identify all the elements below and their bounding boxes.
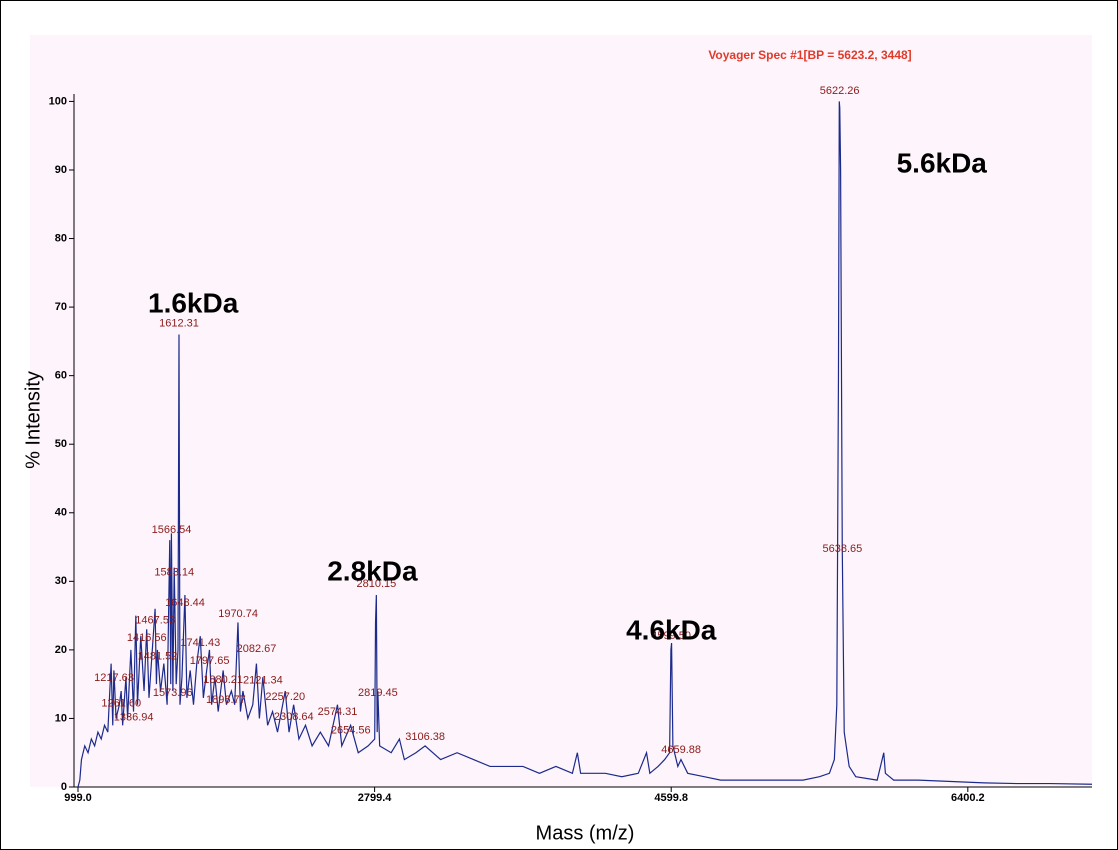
peak-label: 1896.77 bbox=[206, 694, 246, 706]
peak-label: 1416.56 bbox=[127, 632, 167, 644]
y-tick-label: 70 bbox=[55, 301, 67, 313]
y-tick-label: 100 bbox=[49, 95, 67, 107]
y-tick-label: 40 bbox=[55, 507, 67, 519]
peak-label: 2257.20 bbox=[265, 691, 305, 703]
y-axis-label: % Intensity bbox=[22, 371, 44, 469]
y-tick-label: 30 bbox=[55, 575, 67, 587]
annotation: 4.6kDa bbox=[626, 614, 717, 645]
x-tick-label: 2799.4 bbox=[358, 792, 393, 804]
peak-label: 4599.50 bbox=[651, 630, 691, 642]
y-tick-label: 0 bbox=[61, 781, 67, 793]
peak-label: 2819.45 bbox=[358, 687, 398, 699]
peak-label: 1573.96 bbox=[153, 687, 193, 699]
peak-label: 2082.67 bbox=[237, 643, 277, 655]
peak-label: 1481.52 bbox=[138, 651, 178, 663]
peak-label: 5622.26 bbox=[820, 85, 860, 97]
x-tick-label: 999.0 bbox=[64, 792, 92, 804]
peak-label: 2574.31 bbox=[318, 706, 358, 718]
peak-label: 1467.53 bbox=[135, 614, 175, 626]
peak-label: 1583.14 bbox=[154, 566, 194, 578]
peak-label: 5638.65 bbox=[822, 543, 862, 555]
y-tick-label: 60 bbox=[55, 370, 67, 382]
peak-label: 1880.21 bbox=[203, 674, 243, 686]
x-tick-label: 6400.2 bbox=[951, 792, 985, 804]
y-tick-label: 80 bbox=[55, 232, 67, 244]
peak-label: 2654.56 bbox=[331, 725, 371, 737]
y-tick-label: 50 bbox=[55, 438, 67, 450]
x-axis-label: Mass (m/z) bbox=[536, 822, 635, 844]
plot-area bbox=[30, 35, 1092, 787]
peak-label: 1648.44 bbox=[165, 597, 205, 609]
y-tick-label: 90 bbox=[55, 164, 67, 176]
peak-label: 1797.65 bbox=[190, 655, 230, 667]
spectrum-line bbox=[77, 101, 1093, 788]
chart-title: Voyager Spec #1[BP = 5623.2, 3448] bbox=[708, 48, 911, 62]
peak-label: 1566.54 bbox=[152, 524, 192, 536]
peak-label: 2810.15 bbox=[356, 578, 396, 590]
x-tick-label: 4599.8 bbox=[654, 792, 688, 804]
y-tick-label: 20 bbox=[55, 644, 67, 656]
peak-label: 1970.74 bbox=[218, 608, 258, 620]
peak-label: 1612.31 bbox=[159, 317, 199, 329]
peak-label: 2308.64 bbox=[274, 711, 314, 723]
peak-label: 1261.60 bbox=[101, 697, 141, 709]
peak-label: 3106.38 bbox=[405, 731, 445, 743]
annotation: 1.6kDa bbox=[148, 287, 239, 318]
peak-label: 4659.88 bbox=[661, 744, 701, 756]
annotation: 2.8kDa bbox=[327, 555, 418, 586]
peak-label: 1741.43 bbox=[180, 637, 220, 649]
peak-label: 1336.94 bbox=[114, 712, 154, 724]
peak-label: 2121.34 bbox=[243, 675, 283, 687]
y-tick-label: 10 bbox=[55, 712, 67, 724]
peak-label: 1217.63 bbox=[94, 672, 134, 684]
annotation: 5.6kDa bbox=[897, 148, 988, 179]
